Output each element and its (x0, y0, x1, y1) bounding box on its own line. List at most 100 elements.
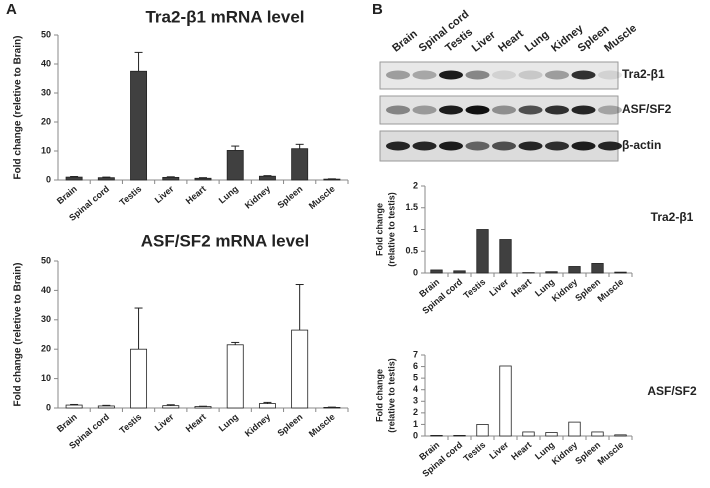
x-tick-label: Testis (118, 412, 144, 436)
error-bar (263, 175, 272, 177)
blot-band (492, 70, 516, 80)
y-tick-label: 0 (413, 430, 418, 440)
blot-band (439, 105, 463, 115)
x-tick-label: Testis (118, 184, 144, 208)
bar (162, 405, 180, 409)
y-axis-label: Fold change (reletive to Brain) (13, 263, 24, 407)
x-tick-label: Lung (217, 184, 240, 206)
chart-title: ASF/SF2 mRNA level (141, 231, 309, 250)
bar (499, 365, 512, 437)
bar (476, 229, 489, 274)
x-tick-label: Liver (153, 183, 176, 205)
blot-band (545, 70, 569, 80)
blot-band (518, 141, 543, 151)
bar (568, 421, 581, 437)
x-tick-label: Heart (509, 277, 533, 299)
x-tick-label: Liver (153, 411, 176, 433)
bar (162, 176, 180, 181)
x-tick-label: Heart (184, 412, 208, 434)
y-tick-label: 0 (413, 267, 418, 277)
blot-band (598, 70, 622, 80)
x-tick-label: Heart (509, 440, 533, 462)
lane-label: Muscle (602, 22, 639, 54)
y-tick-label: 10 (41, 145, 51, 155)
blot-band (386, 105, 410, 115)
bar (522, 431, 535, 437)
bar (453, 435, 466, 437)
bar (65, 404, 83, 409)
error-bar (295, 284, 304, 331)
x-tick-label: Heart (184, 184, 208, 206)
y-tick-label: 40 (41, 285, 51, 295)
x-tick-label: Muscle (307, 184, 337, 211)
x-tick-label: Muscle (596, 277, 626, 304)
bar (545, 271, 558, 274)
bar (97, 177, 115, 181)
y-tick-label: 0.5 (405, 246, 418, 256)
x-tick-label: Spleen (275, 412, 304, 439)
blot-band (571, 141, 596, 151)
error-bar (134, 51, 143, 72)
bar (291, 148, 309, 181)
y-tick-label: 1 (413, 224, 418, 234)
band-label: β-actin (622, 138, 661, 152)
bar (591, 431, 604, 437)
y-tick-label: 40 (41, 58, 51, 68)
blot-band (439, 141, 463, 151)
blot-band (386, 141, 410, 151)
error-bar (231, 341, 240, 345)
band-label: Tra2-β1 (622, 67, 665, 81)
error-bar (70, 403, 79, 406)
y-tick-label: 0 (46, 402, 51, 412)
x-tick-label: Testis (461, 277, 487, 301)
x-tick-label: Testis (461, 440, 487, 464)
x-tick-label: Muscle (307, 412, 337, 439)
y-tick-label: 10 (41, 373, 51, 383)
error-bar (263, 401, 272, 404)
y-tick-label: 50 (41, 29, 51, 39)
y-tick-label: 20 (41, 344, 51, 354)
y-tick-label: 30 (41, 87, 51, 97)
bar (545, 432, 558, 437)
blot-band (412, 70, 437, 80)
error-bar (199, 177, 207, 179)
bar (130, 70, 148, 181)
y-tick-label: 5 (413, 373, 418, 383)
bar (499, 239, 512, 274)
y-tick-label: 4 (413, 384, 418, 394)
lane-label: Heart (496, 28, 526, 55)
y-axis-label: (relative to testis) (386, 358, 396, 433)
y-tick-label: 20 (41, 116, 51, 126)
blot-band (386, 70, 410, 80)
x-tick-label: Lung (217, 412, 240, 434)
error-bar (231, 145, 240, 151)
y-tick-label: 1.5 (405, 202, 418, 212)
y-axis-label: (relative to testis) (386, 192, 396, 267)
y-axis-label: Fold change (374, 203, 384, 256)
x-tick-label: Kidney (243, 412, 272, 439)
bar (226, 150, 244, 181)
y-tick-label: 7 (413, 349, 418, 359)
x-tick-label: Liver (487, 439, 510, 461)
lane-label: Brain (390, 28, 420, 55)
bar (453, 270, 466, 274)
blot-band (545, 141, 569, 151)
y-tick-label: 6 (413, 361, 418, 371)
y-tick-label: 50 (41, 255, 51, 265)
error-bar (166, 176, 175, 178)
error-bar (70, 176, 79, 178)
x-tick-label: Brain (55, 412, 79, 434)
error-bar (102, 404, 111, 406)
blot-band (571, 70, 596, 80)
x-tick-label: Spleen (275, 184, 304, 211)
blot-band (492, 105, 516, 115)
bar (258, 403, 276, 409)
y-tick-label: 1 (413, 419, 418, 429)
band-label: ASF/SF2 (622, 102, 672, 116)
y-tick-label: 0 (46, 174, 51, 184)
blot-band (518, 105, 543, 115)
panel-label: B (372, 1, 383, 18)
x-tick-label: Kidney (550, 277, 579, 304)
x-tick-label: Liver (487, 276, 510, 298)
blot-band (465, 70, 490, 80)
